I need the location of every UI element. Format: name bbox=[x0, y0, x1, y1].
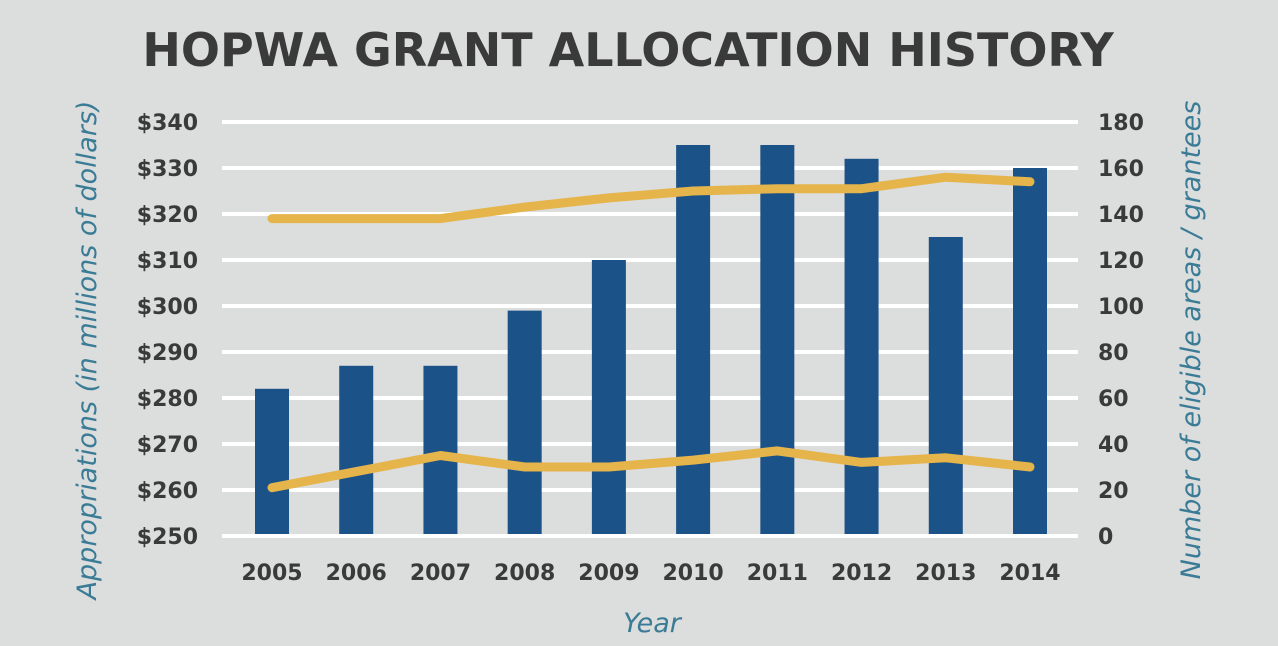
y-tick-label: $300 bbox=[137, 295, 198, 320]
y2-tick-label: 180 bbox=[1098, 111, 1144, 136]
x-tick-label: 2014 bbox=[999, 561, 1060, 586]
y-tick-label: $310 bbox=[137, 249, 198, 274]
y2-tick-label: 100 bbox=[1098, 295, 1144, 320]
x-tick-label: 2008 bbox=[494, 561, 555, 586]
bar bbox=[760, 145, 795, 534]
x-tick-label: 2006 bbox=[326, 561, 387, 586]
bar bbox=[591, 260, 626, 534]
y-tick-label: $320 bbox=[137, 203, 198, 228]
x-tick-label: 2009 bbox=[578, 561, 639, 586]
y-tick-label: $280 bbox=[137, 387, 198, 412]
y-axis-label: Appropriations (in millions of dollars) bbox=[72, 101, 103, 602]
right-axis-ticks: 0 20 40 60 80 100 120 140 160 180 bbox=[1098, 111, 1144, 550]
left-axis-ticks: $250 $260 $270 $280 $290 $300 $310 $320 $330 $340 bbox=[137, 111, 198, 550]
y-tick-label: $250 bbox=[137, 525, 198, 550]
y-tick-label: $260 bbox=[137, 479, 198, 504]
y2-tick-label: 60 bbox=[1098, 387, 1129, 412]
bar bbox=[339, 365, 374, 534]
y-tick-label: $340 bbox=[137, 111, 198, 136]
x-tick-label: 2010 bbox=[662, 561, 723, 586]
y2-tick-label: 120 bbox=[1098, 249, 1144, 274]
series-line-1 bbox=[267, 172, 1035, 224]
y-tick-label: $290 bbox=[137, 341, 198, 366]
x-tick-label: 2011 bbox=[747, 561, 808, 586]
series-line-2 bbox=[267, 446, 1035, 493]
bar bbox=[844, 158, 879, 535]
x-tick-label: 2012 bbox=[831, 561, 892, 586]
y2-tick-label: 140 bbox=[1098, 203, 1144, 228]
bar bbox=[1013, 168, 1047, 534]
y2-tick-label: 40 bbox=[1098, 433, 1129, 458]
y2-tick-label: 0 bbox=[1098, 525, 1113, 550]
y-tick-label: $330 bbox=[137, 157, 198, 182]
chart-title: HOPWA GRANT ALLOCATION HISTORY bbox=[142, 23, 1114, 77]
line-series bbox=[267, 172, 1035, 493]
x-tick-label: 2005 bbox=[241, 561, 302, 586]
bar bbox=[507, 310, 542, 534]
y-tick-label: $270 bbox=[137, 433, 198, 458]
y2-tick-label: 160 bbox=[1098, 157, 1144, 182]
x-axis-label: Year bbox=[623, 608, 683, 639]
bar bbox=[255, 388, 289, 534]
y2-axis-label: Number of eligible areas / grantees bbox=[1176, 101, 1207, 580]
bar bbox=[423, 365, 458, 534]
x-axis-ticks: 2005 2006 2007 2008 2009 2010 2011 2012 2013 2014 bbox=[241, 561, 1060, 586]
x-tick-label: 2013 bbox=[915, 561, 976, 586]
y2-tick-label: 80 bbox=[1098, 341, 1129, 366]
x-tick-label: 2007 bbox=[410, 561, 471, 586]
bar-series bbox=[255, 145, 1047, 535]
y2-tick-label: 20 bbox=[1098, 479, 1129, 504]
bar bbox=[676, 145, 711, 534]
bar bbox=[928, 237, 963, 534]
